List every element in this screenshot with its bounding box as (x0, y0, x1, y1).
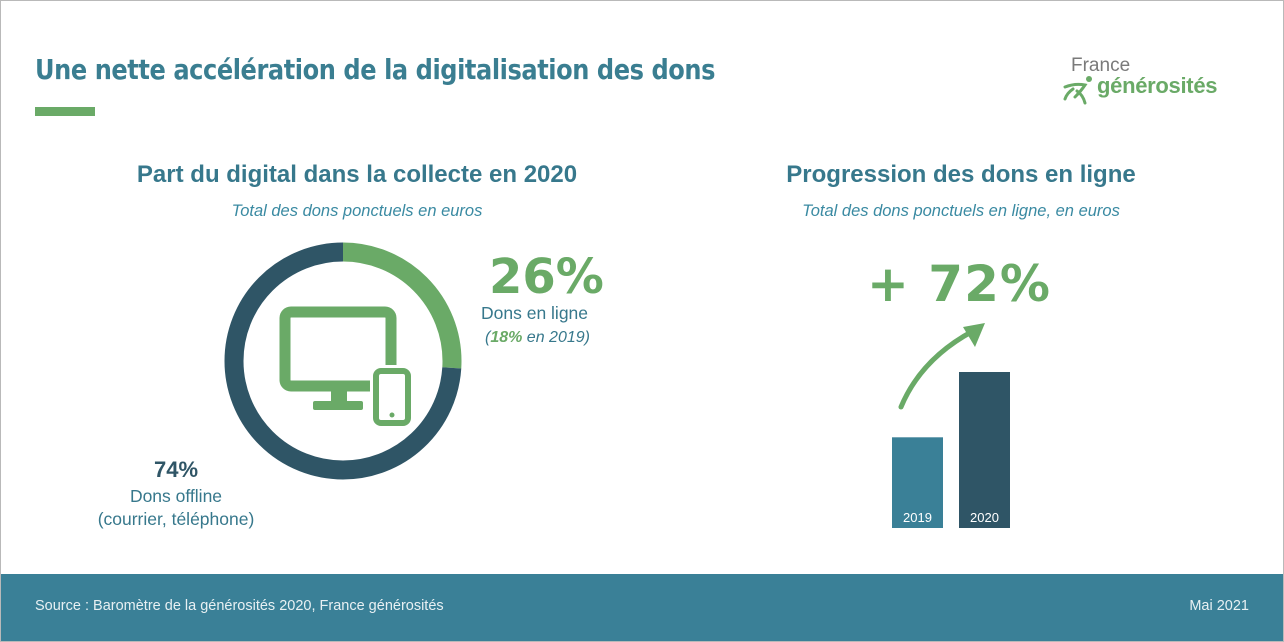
left-panel-title: Part du digital dans la collecte en 2020 (136, 161, 578, 188)
right-panel-subtitle: Total des dons ponctuels en ligne, en eu… (802, 202, 1120, 220)
logo-text-france: France (1071, 55, 1131, 76)
computer-and-phone-icon (279, 306, 414, 429)
bar-chart: 2019 2020 (892, 323, 1010, 528)
right-panel-title: Progression des dons en ligne (786, 161, 1136, 188)
france-generosites-logo: France générosités (1061, 53, 1251, 109)
offline-block: 74% Dons offline (courrier, téléphone) (61, 457, 291, 531)
offline-detail: (courrier, téléphone) (97, 509, 255, 529)
online-share-value: 26% (489, 249, 604, 305)
donut-slice-offline (224, 242, 462, 480)
online-2019-note: (18% en 2019) (485, 329, 590, 347)
footer-source: Source : Baromètre de la générosités 202… (35, 598, 444, 614)
logo-text-generosites: générosités (1097, 73, 1218, 98)
online-label: Dons en ligne (481, 303, 589, 323)
footer-date: Mai 2021 (1189, 598, 1249, 614)
footer-bar: Source : Baromètre de la générosités 202… (1, 574, 1283, 641)
bar-label-2019: 2019 (903, 510, 932, 525)
title-underline (35, 107, 95, 116)
note-rest: en 2019) (522, 329, 590, 346)
arrow-up-right-icon (898, 323, 985, 410)
offline-share-value: 74% (153, 457, 199, 482)
note-open: ( (485, 329, 491, 346)
offline-label: Dons offline (129, 486, 223, 506)
bar-2020 (959, 372, 1010, 528)
note-2019-value: 18% (490, 329, 523, 346)
growth-value: + 72% (867, 255, 1051, 313)
bar-label-2020: 2020 (970, 510, 999, 525)
left-panel-subtitle: Total des dons ponctuels en euros (231, 202, 483, 220)
runner-icon (1063, 76, 1092, 105)
slide-title: Une nette accélération de la digitalisat… (35, 53, 715, 86)
bar-2019 (892, 437, 943, 528)
donut-chart (224, 242, 462, 480)
